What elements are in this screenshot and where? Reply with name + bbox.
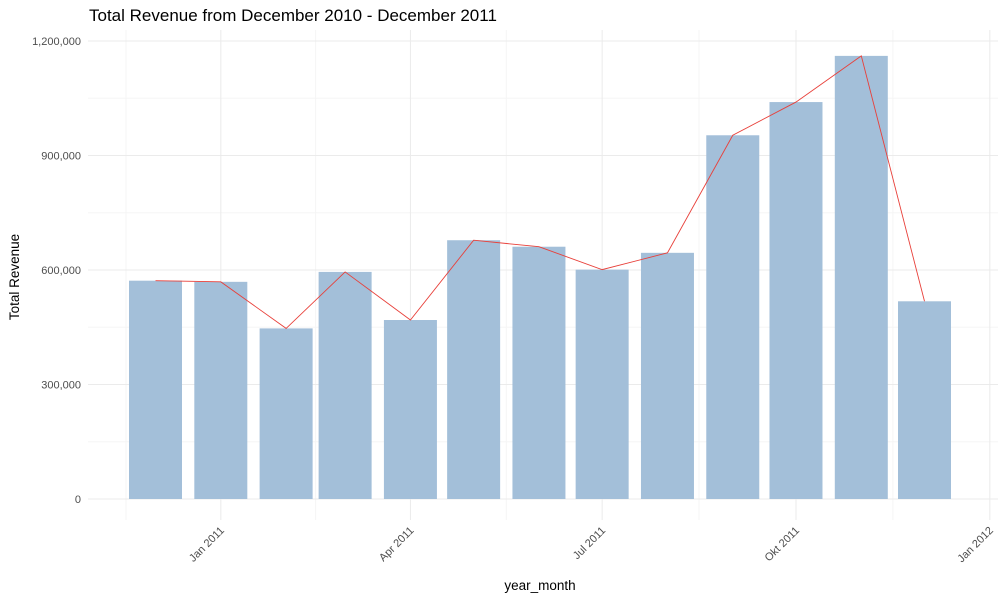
- bar: [318, 271, 372, 499]
- bar: [834, 55, 888, 499]
- bars: [129, 55, 951, 500]
- x-tick-label: Apr 2011: [377, 525, 416, 564]
- x-axis-title: year_month: [504, 578, 575, 593]
- x-tick-label: Jul 2011: [571, 525, 608, 562]
- bar: [575, 269, 629, 499]
- y-axis-ticks: 0 300,000 600,000 900,000 1,200,000: [32, 36, 81, 506]
- bar: [898, 301, 951, 499]
- revenue-line: [155, 55, 925, 329]
- y-tick-label: 1,200,000: [32, 36, 81, 48]
- y-axis-title: Total Revenue: [7, 234, 22, 320]
- y-tick-label: 900,000: [41, 151, 81, 163]
- bar: [706, 135, 760, 499]
- x-tick-label: Jan 2011: [187, 525, 227, 565]
- bar: [383, 319, 437, 499]
- trend-line: [155, 55, 925, 329]
- bar: [259, 328, 313, 499]
- bar: [129, 280, 182, 499]
- x-tick-label: Jan 2012: [955, 525, 995, 565]
- bar: [194, 281, 248, 499]
- x-axis-ticks: Jan 2011 Apr 2011 Jul 2011 Okt 2011 Jan 2012: [187, 525, 996, 565]
- bar: [769, 102, 823, 500]
- bar: [640, 252, 694, 499]
- chart-title: Total Revenue from December 2010 - Decem…: [89, 6, 497, 25]
- bar: [447, 240, 501, 500]
- bar: [512, 246, 566, 499]
- y-tick-label: 300,000: [41, 380, 81, 392]
- x-tick-label: Okt 2011: [763, 525, 802, 564]
- y-tick-label: 0: [75, 494, 81, 506]
- y-tick-label: 600,000: [41, 265, 81, 277]
